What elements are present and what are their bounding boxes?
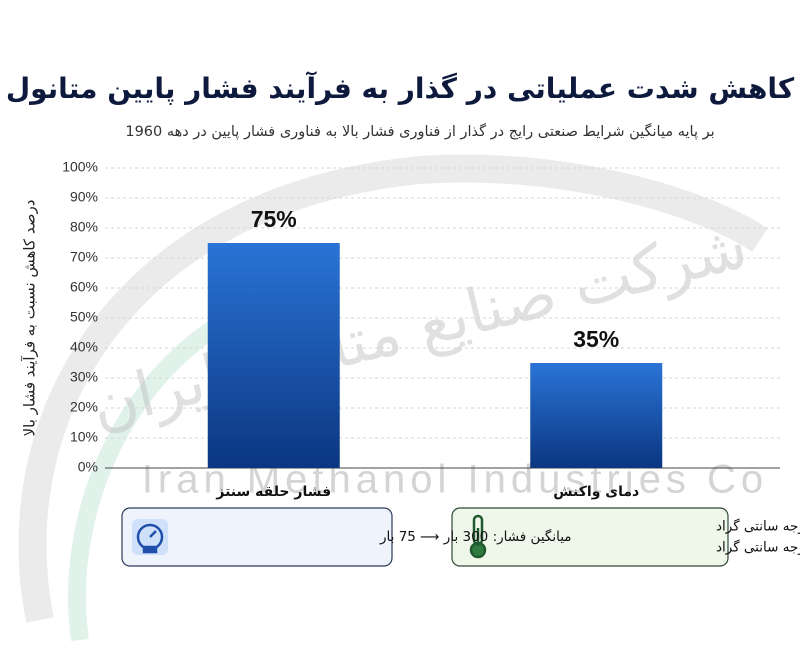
value-label: 75% (251, 206, 297, 232)
x-tick-label: فشار حلقه سنتز (215, 484, 331, 500)
y-tick-label: 100% (62, 159, 98, 175)
chart-subtitle: بر پایه میانگین شرایط صنعتی رایج در گذار… (125, 123, 714, 140)
annotation-text: میانگین فشار: 300 بار ⟶ 75 بار (379, 528, 572, 545)
chart-title: کاهش شدت عملیاتی در گذار به فرآیند فشار … (6, 71, 795, 105)
y-tick-label: 60% (70, 279, 98, 295)
y-tick-label: 0% (78, 459, 98, 475)
annotation-box (451, 507, 729, 567)
y-tick-label: 20% (70, 399, 98, 415)
y-tick-label: 70% (70, 249, 98, 265)
y-tick-label: 40% (70, 339, 98, 355)
y-tick-label: 90% (70, 189, 98, 205)
icon-gauge (132, 519, 168, 555)
bar (530, 363, 663, 468)
y-tick-label: 10% (70, 429, 98, 445)
y-tick-label: 30% (70, 369, 98, 385)
x-tick-label: دمای واکنش (553, 484, 639, 500)
y-tick-label: 80% (70, 219, 98, 235)
annotation-text: ⟶ 250 درجه سانتی گراد (716, 539, 800, 556)
icon-thermometer (469, 514, 487, 559)
value-label: 35% (573, 326, 619, 352)
annotation-text: میانگین دما: 385 درجه سانتی گراد (716, 518, 800, 535)
y-tick-label: 50% (70, 309, 98, 325)
bar (207, 243, 340, 468)
y-axis-label: درصد کاهش نسبت به فرآیند فشار بالا (21, 200, 39, 437)
annotation-box (121, 507, 393, 567)
